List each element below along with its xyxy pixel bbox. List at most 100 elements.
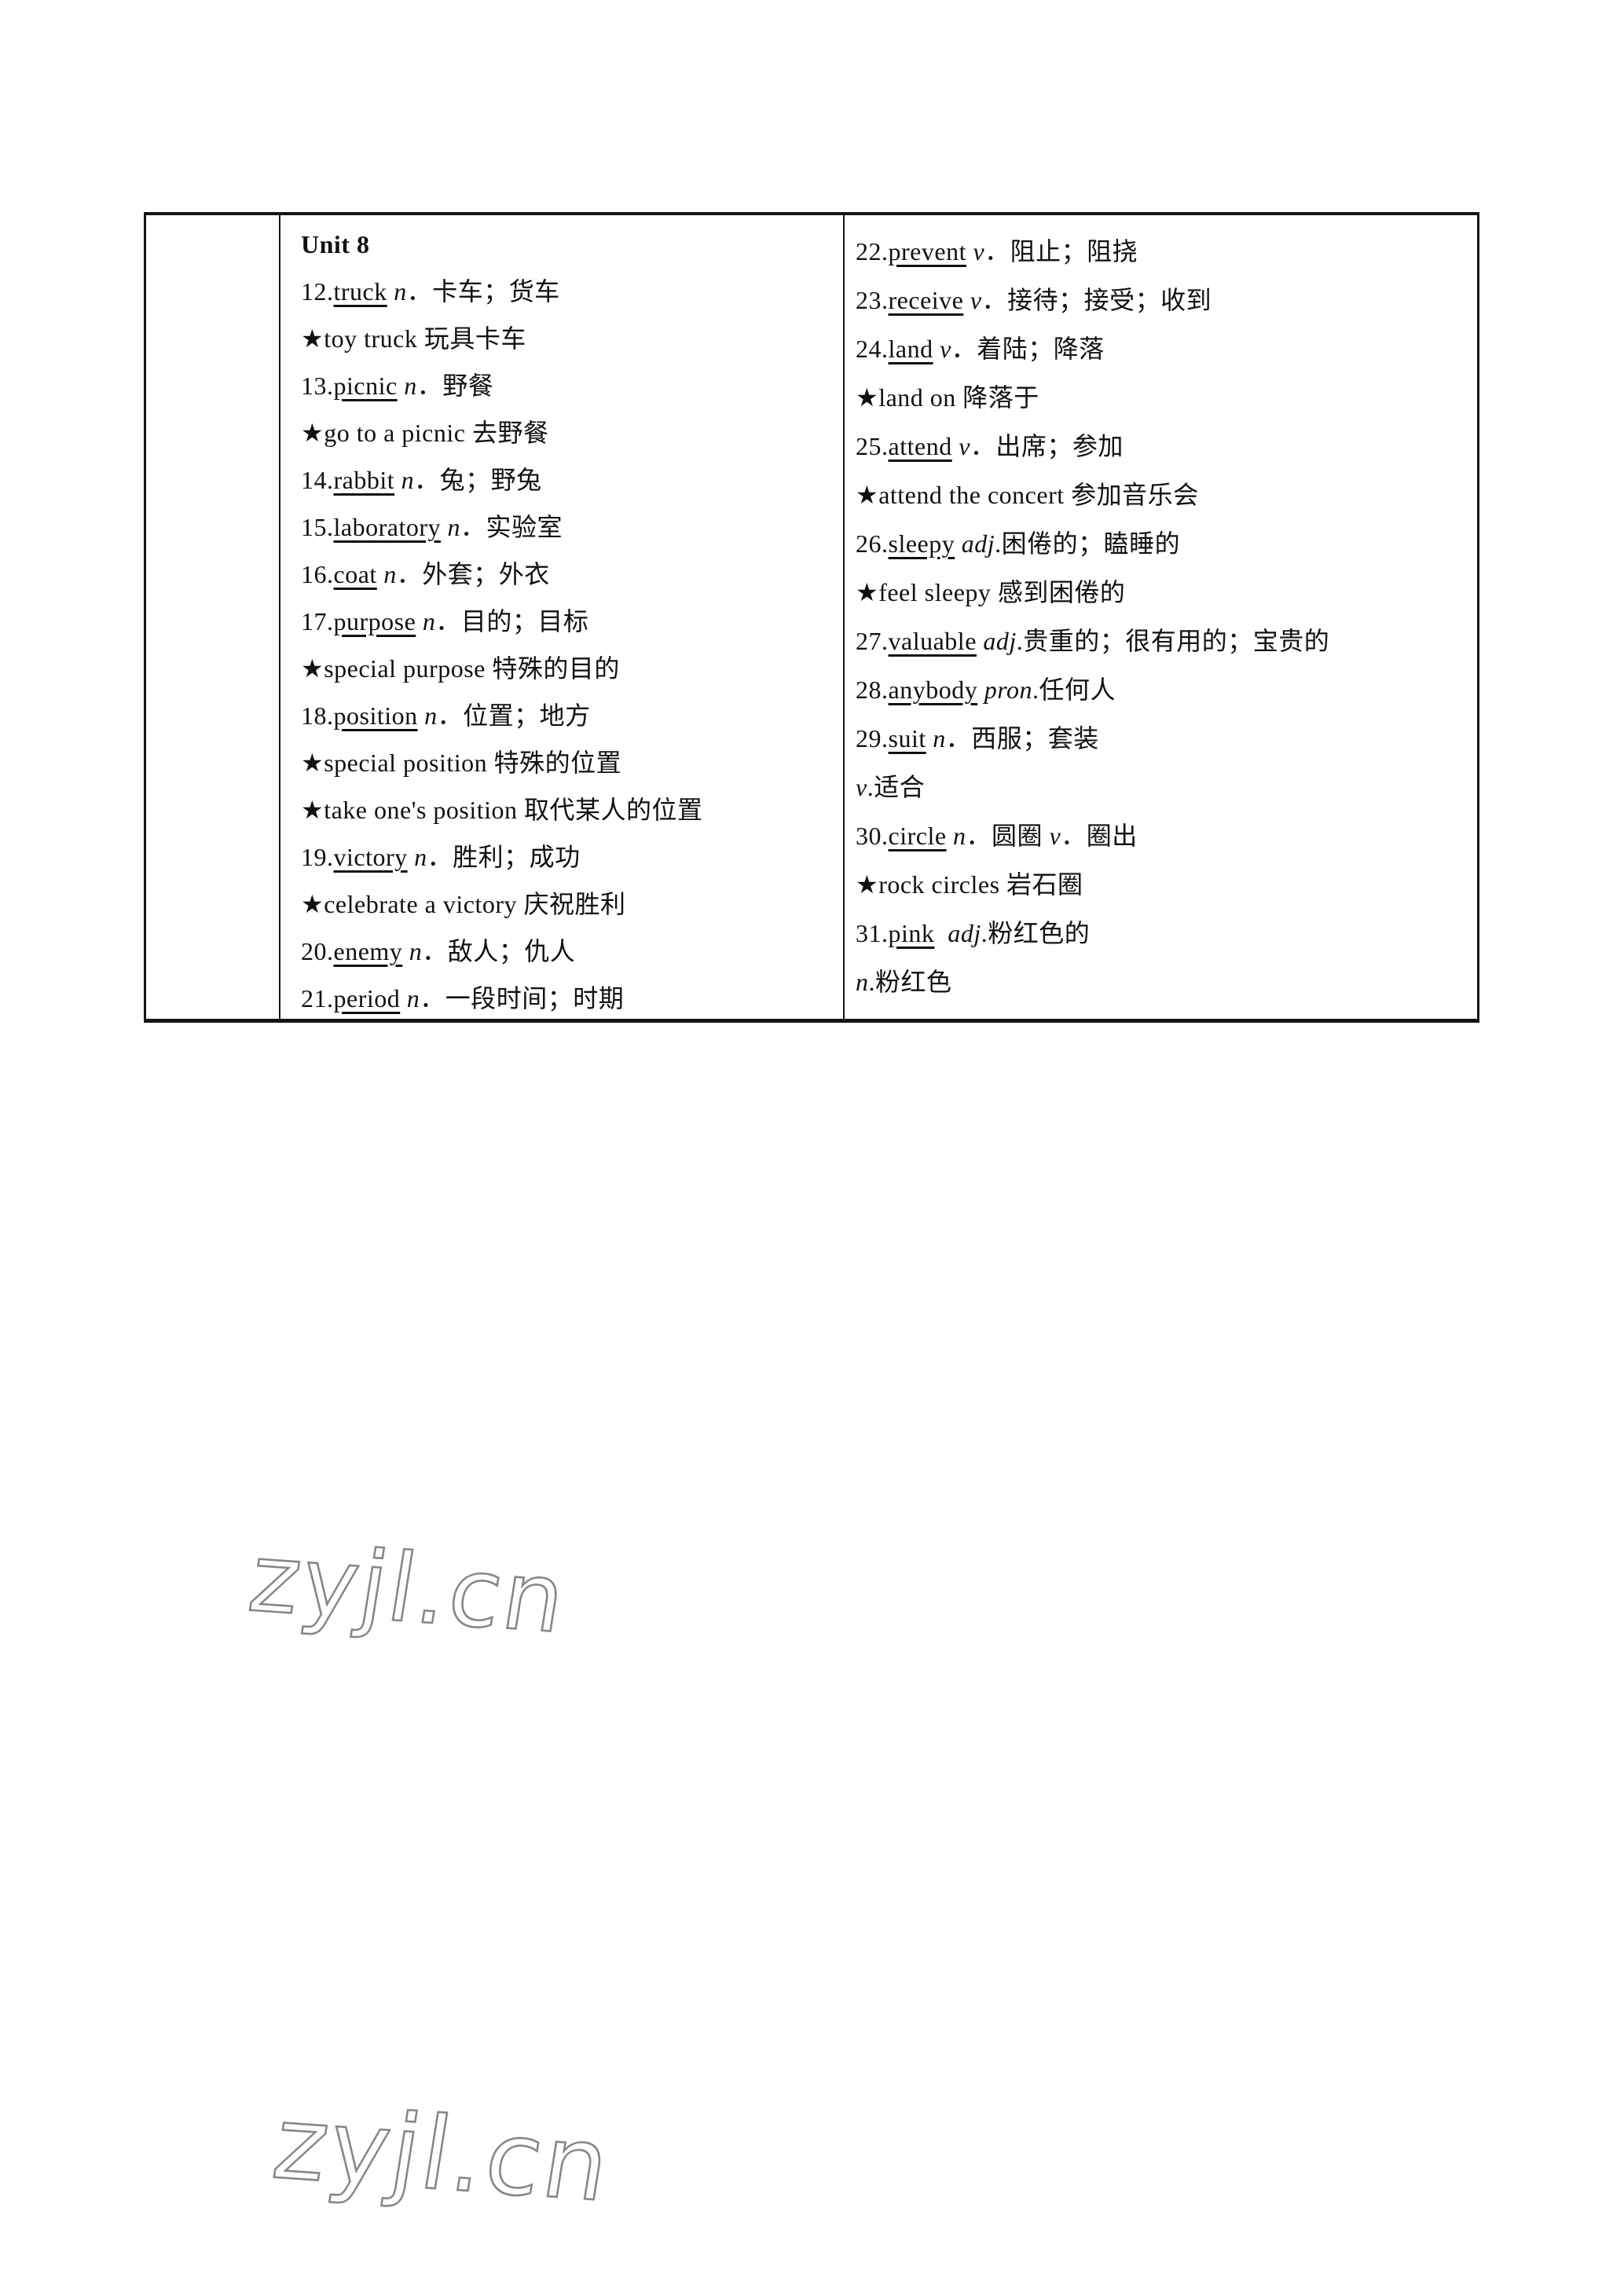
text-segment: ．敌人；仇人	[422, 937, 576, 965]
text-segment: .贵重的；很有用的；宝贵的	[1016, 627, 1330, 655]
star-icon: ★	[856, 481, 879, 509]
star-icon: ★	[301, 749, 324, 777]
text-segment: 26.	[856, 529, 889, 558]
vocab-headword: circle	[888, 822, 947, 850]
text-segment: Unit 8	[301, 230, 370, 258]
watermark-text: zyjl.cn	[242, 1524, 574, 1655]
star-icon: ★	[301, 654, 324, 683]
text-segment: .任何人	[1032, 676, 1116, 704]
vocab-line: 23.receive v．接待；接受；收到	[856, 276, 1471, 324]
text-segment: adj	[961, 529, 995, 558]
star-icon: ★	[856, 870, 879, 899]
vocab-headword: pink	[888, 919, 935, 947]
text-segment: ．西服；套装	[945, 724, 1099, 753]
text-segment: ．位置；地方	[437, 701, 591, 730]
vocab-line: 28.anybody pron.任何人	[856, 665, 1471, 714]
text-segment: ．出席；参加	[970, 432, 1124, 460]
text-segment: 13.	[301, 372, 334, 400]
vocab-line: 16.coat n．外套；外衣	[301, 551, 837, 598]
vocab-headword: truck	[333, 277, 387, 306]
vocab-line: ★take one's position 取代某人的位置	[301, 786, 837, 833]
text-segment: 20.	[301, 937, 334, 965]
text-segment: 19.	[301, 843, 334, 871]
vocab-headword: sleepy	[888, 529, 955, 558]
text-segment: 31.	[856, 919, 889, 947]
vocab-headword: picnic	[333, 372, 398, 400]
text-segment: take one's position 取代某人的位置	[324, 796, 703, 824]
vocab-headword: valuable	[888, 627, 977, 655]
text-segment: n	[447, 513, 460, 541]
text-segment	[408, 843, 415, 871]
vocab-headword: suit	[888, 724, 926, 753]
text-segment	[947, 822, 954, 850]
watermark-text: zyjl.cn	[266, 2085, 619, 2225]
text-segment: 22.	[856, 237, 889, 265]
text-segment: special purpose 特殊的目的	[324, 654, 620, 683]
vocab-headword: laboratory	[333, 513, 441, 541]
text-segment: ．外套；外衣	[396, 560, 550, 588]
text-segment	[387, 277, 394, 306]
text-segment: 17.	[301, 607, 334, 635]
text-segment: v	[959, 432, 970, 460]
text-segment: .适合	[867, 773, 926, 801]
vocab-headword: purpose	[333, 607, 416, 635]
text-segment: 27.	[856, 627, 889, 655]
text-segment: adj	[948, 919, 981, 947]
vocab-line: 20.enemy n．敌人；仇人	[301, 928, 837, 975]
text-segment: 25.	[856, 432, 889, 460]
vocab-line: 18.position n．位置；地方	[301, 692, 837, 739]
vocab-line: 21.period n．一段时间；时期	[301, 975, 837, 1019]
text-segment: .困倦的；瞌睡的	[995, 529, 1181, 558]
vocab-line: Unit 8	[301, 221, 837, 268]
vocab-line: ★special purpose 特殊的目的	[301, 645, 837, 692]
vocab-headword: enemy	[333, 937, 403, 965]
text-segment: .粉红色的	[981, 919, 1091, 947]
vocab-line: 13.picnic n．野餐	[301, 362, 837, 409]
text-segment: celebrate a victory 庆祝胜利	[324, 890, 626, 918]
text-segment: ．圆圈	[966, 822, 1050, 850]
star-icon: ★	[856, 578, 879, 606]
text-segment: .粉红色	[868, 968, 952, 996]
vocab-line: v.适合	[856, 763, 1471, 811]
text-segment: n	[414, 843, 427, 871]
vocab-line: 25.attend v．出席；参加	[856, 422, 1471, 471]
vocab-line: n.粉红色	[856, 958, 1471, 1006]
text-segment: n	[953, 822, 966, 850]
text-segment: n	[409, 937, 423, 965]
star-icon: ★	[301, 419, 324, 447]
text-segment: ．阻止；阻挠	[984, 237, 1138, 265]
text-segment: 28.	[856, 676, 889, 704]
text-segment: 21.	[301, 984, 334, 1013]
text-segment: ．一段时间；时期	[420, 984, 625, 1013]
text-segment: ．卡车；货车	[406, 277, 560, 306]
vocab-line: 15.laboratory n．实验室	[301, 504, 837, 551]
text-segment: rock circles 岩石圈	[878, 870, 1083, 899]
vocab-headword: anybody	[888, 676, 978, 704]
vocab-line: 24.land v．着陆；降落	[856, 324, 1471, 373]
text-segment: adj	[983, 627, 1017, 655]
vocab-line: 19.victory n．胜利；成功	[301, 833, 837, 881]
text-segment: n	[424, 701, 438, 730]
text-segment: ．实验室	[460, 513, 563, 541]
text-segment	[963, 286, 970, 314]
text-segment: 24.	[856, 335, 889, 363]
vocab-headword: prevent	[888, 237, 966, 265]
vocab-headword: receive	[888, 286, 964, 314]
text-segment: n	[406, 984, 420, 1013]
text-segment: 30.	[856, 822, 889, 850]
vocab-line: 30.circle n．圆圈 v．圈出	[856, 811, 1471, 860]
text-segment	[441, 513, 448, 541]
vocab-line: ★land on 降落于	[856, 373, 1471, 422]
star-icon: ★	[301, 890, 324, 918]
text-segment	[955, 529, 962, 558]
text-segment: 15.	[301, 513, 334, 541]
text-segment: 29.	[856, 724, 889, 753]
vocab-line: 27.valuable adj.贵重的；很有用的；宝贵的	[856, 617, 1471, 665]
text-segment: special position 特殊的位置	[324, 749, 622, 777]
text-segment	[402, 937, 409, 965]
text-segment: n	[383, 560, 397, 588]
text-segment: attend the concert 参加音乐会	[878, 481, 1199, 509]
text-segment: v	[856, 773, 867, 801]
text-segment: 14.	[301, 466, 334, 494]
vocab-line: 17.purpose n．目的；目标	[301, 598, 837, 645]
